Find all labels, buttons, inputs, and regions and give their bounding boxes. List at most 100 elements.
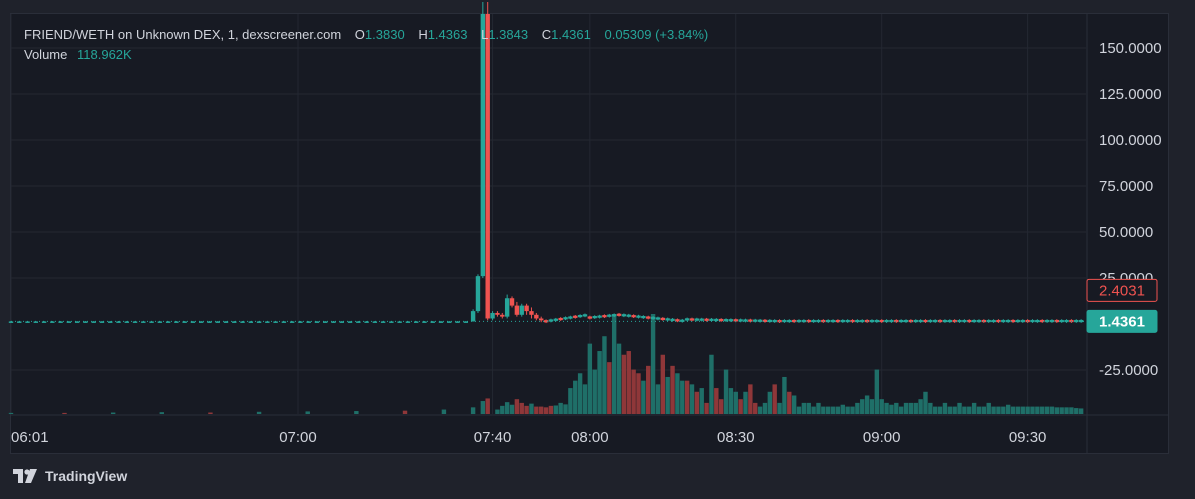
volume-bar bbox=[500, 405, 505, 414]
volume-bar bbox=[699, 388, 704, 414]
volume-bar bbox=[607, 362, 612, 414]
candle-body bbox=[568, 316, 573, 319]
volume-bar bbox=[937, 406, 943, 414]
volume-bar bbox=[62, 412, 67, 414]
volume-bars bbox=[8, 314, 1084, 414]
y-tick-label: 150.0000 bbox=[1099, 40, 1162, 57]
volume-bar bbox=[714, 388, 719, 414]
x-tick-label: 08:30 bbox=[717, 429, 755, 446]
candle-body bbox=[646, 316, 651, 319]
candle-body bbox=[422, 321, 427, 323]
candle-body bbox=[689, 318, 695, 321]
candle-body bbox=[791, 319, 797, 323]
volume-bar bbox=[981, 406, 987, 414]
candle-body bbox=[923, 319, 928, 323]
candle-body bbox=[660, 317, 666, 321]
volume-bar bbox=[908, 402, 914, 414]
volume-bar bbox=[879, 399, 884, 414]
candle-body bbox=[767, 319, 773, 323]
candle-body bbox=[670, 318, 675, 321]
candle-body bbox=[976, 319, 982, 323]
volume-bar bbox=[8, 412, 14, 414]
volume-bar bbox=[1074, 408, 1079, 414]
volume-bar bbox=[1040, 406, 1045, 414]
candle-body bbox=[655, 317, 661, 320]
candle-body bbox=[597, 315, 602, 318]
candle-body bbox=[273, 321, 278, 323]
candle-body bbox=[563, 317, 568, 320]
volume-bar bbox=[684, 380, 690, 414]
volume-bar bbox=[845, 406, 850, 414]
candle-body bbox=[738, 319, 743, 322]
candle-body bbox=[621, 314, 627, 317]
volume-bar bbox=[1001, 406, 1006, 414]
candle-body bbox=[723, 319, 729, 322]
candle-body bbox=[757, 319, 763, 322]
candle-body bbox=[41, 321, 47, 323]
candle-body bbox=[903, 319, 909, 323]
candle-body bbox=[356, 321, 361, 323]
chart-legend: FRIEND/WETH on Unknown DEX, 1, dexscreen… bbox=[24, 25, 708, 65]
volume-bar bbox=[514, 399, 520, 414]
candle-body bbox=[413, 321, 419, 323]
candle-body bbox=[475, 276, 481, 312]
candle-body bbox=[874, 319, 880, 323]
volume-bar bbox=[923, 391, 928, 414]
volume-bar bbox=[621, 354, 627, 414]
candle-body bbox=[519, 305, 524, 315]
candle-body bbox=[430, 321, 435, 323]
volume-bar bbox=[543, 407, 549, 414]
volume-bar bbox=[592, 369, 597, 414]
volume-bar bbox=[1054, 407, 1060, 414]
candle-body bbox=[908, 319, 914, 323]
candle-body bbox=[405, 321, 411, 323]
candle-body bbox=[806, 319, 811, 323]
candle-body bbox=[331, 321, 336, 323]
y-tick-label: 100.0000 bbox=[1099, 132, 1162, 149]
volume-bar bbox=[553, 405, 558, 414]
x-tick-label: 09:30 bbox=[1009, 429, 1047, 446]
candle-body bbox=[753, 319, 758, 322]
volume-bar bbox=[913, 402, 918, 414]
volume-bar bbox=[772, 384, 777, 414]
candle-body bbox=[389, 321, 394, 323]
volume-bar bbox=[986, 402, 991, 414]
volume-bar bbox=[816, 402, 821, 414]
volume-bar bbox=[665, 376, 670, 414]
volume-bar bbox=[305, 411, 310, 414]
candle-body bbox=[971, 319, 977, 323]
candle-body bbox=[380, 321, 386, 323]
candle-body bbox=[733, 319, 738, 322]
volume-bar bbox=[889, 404, 894, 414]
volume-bar bbox=[519, 402, 524, 414]
tradingview-branding[interactable]: TradingView bbox=[13, 468, 127, 484]
candle-body bbox=[91, 321, 96, 323]
candle-body bbox=[825, 319, 831, 323]
candle-body bbox=[298, 321, 303, 323]
volume-bar bbox=[791, 395, 797, 414]
candle-body bbox=[372, 321, 378, 323]
volume-bar bbox=[830, 406, 836, 414]
high-value: 1.4363 bbox=[427, 27, 468, 42]
volume-bar bbox=[704, 402, 709, 414]
volume-bar bbox=[558, 402, 563, 414]
volume-bar bbox=[573, 380, 578, 414]
candle-body bbox=[116, 321, 121, 323]
volume-bar bbox=[208, 412, 213, 414]
volume-bar bbox=[728, 388, 734, 414]
candle-body bbox=[240, 321, 245, 323]
axes: 150.0000125.0000100.000075.000050.000025… bbox=[11, 14, 1168, 454]
volume-bar bbox=[850, 406, 855, 414]
volume-bar bbox=[782, 376, 787, 414]
volume-bar bbox=[1010, 406, 1016, 414]
candle-body bbox=[364, 321, 369, 323]
price-labels: 2.4031 1.4361 bbox=[11, 278, 1158, 333]
volume-bar bbox=[1020, 406, 1025, 414]
candle-body bbox=[607, 314, 612, 317]
volume-bar bbox=[709, 354, 714, 414]
volume-bar bbox=[1035, 406, 1040, 414]
volume-bar bbox=[796, 406, 802, 414]
volume-bar bbox=[582, 384, 588, 414]
